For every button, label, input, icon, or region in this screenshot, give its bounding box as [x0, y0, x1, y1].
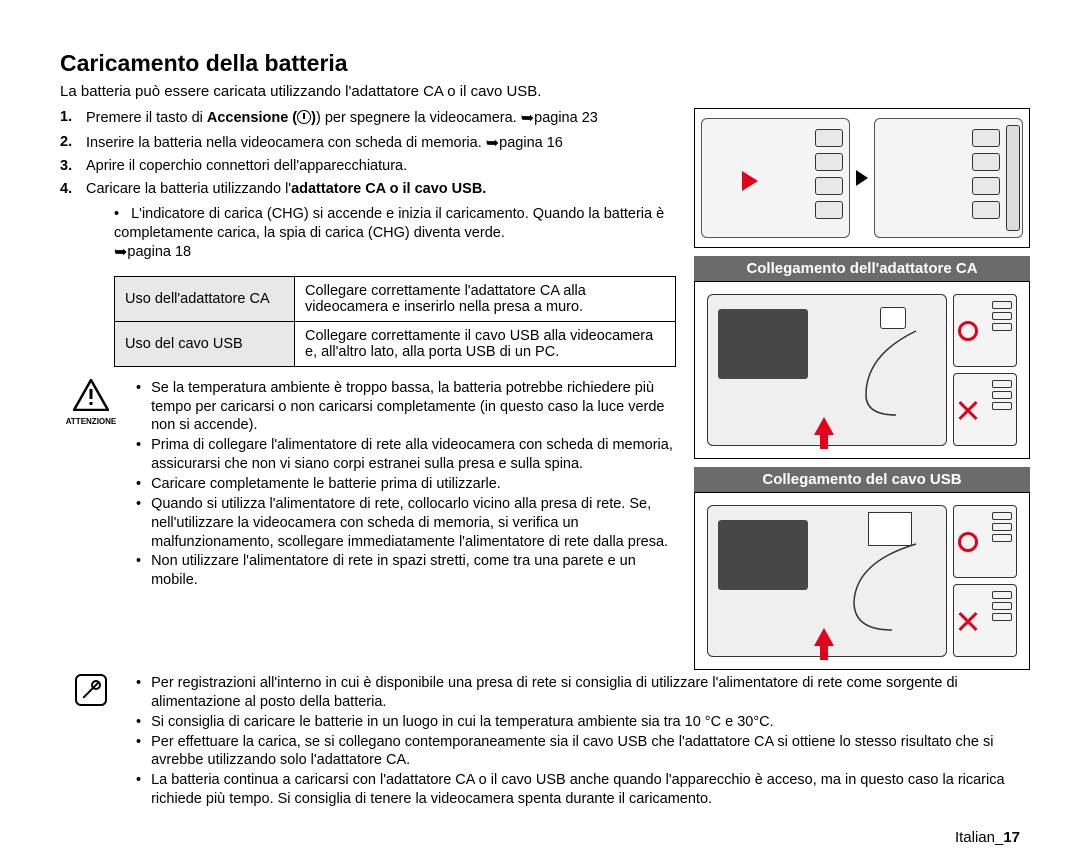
badge-column: [953, 294, 1017, 446]
subtitle: La batteria può essere caricata utilizza…: [60, 83, 1030, 100]
page-arrow-icon: ➥: [114, 243, 127, 264]
warning-triangle-icon: [73, 379, 109, 411]
caution-list: Se la temperatura ambiente è troppo bass…: [136, 379, 676, 591]
red-arrow-icon: [814, 417, 834, 435]
red-arrow-icon: [814, 628, 834, 646]
step-num: 1.: [60, 108, 86, 130]
step-text: Inserire la batteria nella videocamera c…: [86, 133, 563, 155]
table-label-cell: Uso dell'adattatore CA: [115, 276, 295, 321]
footer-language: Italian_: [955, 829, 1003, 846]
cable-icon: [856, 325, 936, 425]
camera-body-illustration: [707, 294, 947, 446]
step-num: 3.: [60, 157, 86, 177]
cross-x-icon: [958, 611, 978, 631]
table-value-cell: Collegare correttamente il cavo USB alla…: [295, 321, 676, 366]
sub-bullet-list: L'indicatore di carica (CHG) si accende …: [60, 205, 676, 263]
list-item: Prima di collegare l'alimentatore di ret…: [136, 436, 676, 474]
table-row: Uso del cavo USB Collegare correttamente…: [115, 321, 676, 366]
figure-usb-connection: [694, 492, 1030, 670]
figure-ac-connection: [694, 281, 1030, 459]
step-4: 4. Caricare la batteria utilizzando l'ad…: [60, 180, 676, 200]
table-row: Uso dell'adattatore CA Collegare corrett…: [115, 276, 676, 321]
step-list: 1. Premere il tasto di Accensione ()) pe…: [60, 108, 676, 199]
chevron-right-icon: [856, 170, 868, 186]
cable-icon: [846, 542, 936, 642]
incorrect-badge: [953, 584, 1017, 657]
content-row: 1. Premere il tasto di Accensione ()) pe…: [60, 108, 1030, 678]
camera-side-illustration: [874, 118, 1023, 238]
step-2: 2. Inserire la batteria nella videocamer…: [60, 133, 676, 155]
list-item: La batteria continua a caricarsi con l'a…: [136, 771, 1030, 809]
caution-label: ATTENZIONE: [60, 417, 122, 427]
list-item: Caricare completamente le batterie prima…: [136, 475, 676, 494]
power-icon: [297, 110, 311, 124]
note-block: Per registrazioni all'interno in cui è d…: [60, 674, 1030, 810]
page-footer: Italian_17: [955, 829, 1020, 846]
step-text: Caricare la batteria utilizzando l'adatt…: [86, 180, 486, 200]
camera-body-illustration: [707, 505, 947, 657]
step-num: 4.: [60, 180, 86, 200]
step-text: Premere il tasto di Accensione ()) per s…: [86, 108, 598, 130]
page-arrow-icon: ➥: [486, 133, 499, 155]
list-item: Si consiglia di caricare le batterie in …: [136, 713, 1030, 732]
left-column: 1. Premere il tasto di Accensione ()) pe…: [60, 108, 676, 678]
correct-badge: [953, 294, 1017, 367]
right-column: Collegamento dell'adattatore CA: [694, 108, 1030, 678]
incorrect-badge: [953, 373, 1017, 446]
figure-caption-ac: Collegamento dell'adattatore CA: [694, 256, 1030, 281]
caution-icon: ATTENZIONE: [60, 379, 122, 591]
step-1: 1. Premere il tasto di Accensione ()) pe…: [60, 108, 676, 130]
step-3: 3. Aprire il coperchio connettori dell'a…: [60, 157, 676, 177]
circle-ok-icon: [958, 321, 978, 341]
cross-x-icon: [958, 400, 978, 420]
pc-port-icon: [868, 512, 912, 546]
footer-page-number: 17: [1003, 829, 1020, 846]
sub-bullet: L'indicatore di carica (CHG) si accende …: [114, 205, 676, 263]
figure-caption-usb: Collegamento del cavo USB: [694, 467, 1030, 492]
figure-open-cover: [694, 108, 1030, 248]
list-item: Per effettuare la carica, se si collegan…: [136, 733, 1030, 771]
circle-ok-icon: [958, 532, 978, 552]
table-label-cell: Uso del cavo USB: [115, 321, 295, 366]
page-arrow-icon: ➥: [521, 108, 534, 130]
note-square-icon: [75, 674, 107, 706]
charging-table: Uso dell'adattatore CA Collegare corrett…: [114, 276, 676, 367]
note-list: Per registrazioni all'interno in cui è d…: [136, 674, 1030, 810]
caution-block: ATTENZIONE Se la temperatura ambiente è …: [60, 379, 676, 591]
list-item: Se la temperatura ambiente è troppo bass…: [136, 379, 676, 436]
step-num: 2.: [60, 133, 86, 155]
correct-badge: [953, 505, 1017, 578]
step-text: Aprire il coperchio connettori dell'appa…: [86, 157, 407, 177]
list-item: Quando si utilizza l'alimentatore di ret…: [136, 495, 676, 552]
table-value-cell: Collegare correttamente l'adattatore CA …: [295, 276, 676, 321]
list-item: Non utilizzare l'alimentatore di rete in…: [136, 552, 676, 590]
camera-side-illustration: [701, 118, 850, 238]
note-icon: [60, 674, 122, 810]
red-arrow-icon: [742, 171, 758, 191]
page-title: Caricamento della batteria: [60, 50, 1030, 77]
badge-column: [953, 505, 1017, 657]
list-item: Per registrazioni all'interno in cui è d…: [136, 674, 1030, 712]
